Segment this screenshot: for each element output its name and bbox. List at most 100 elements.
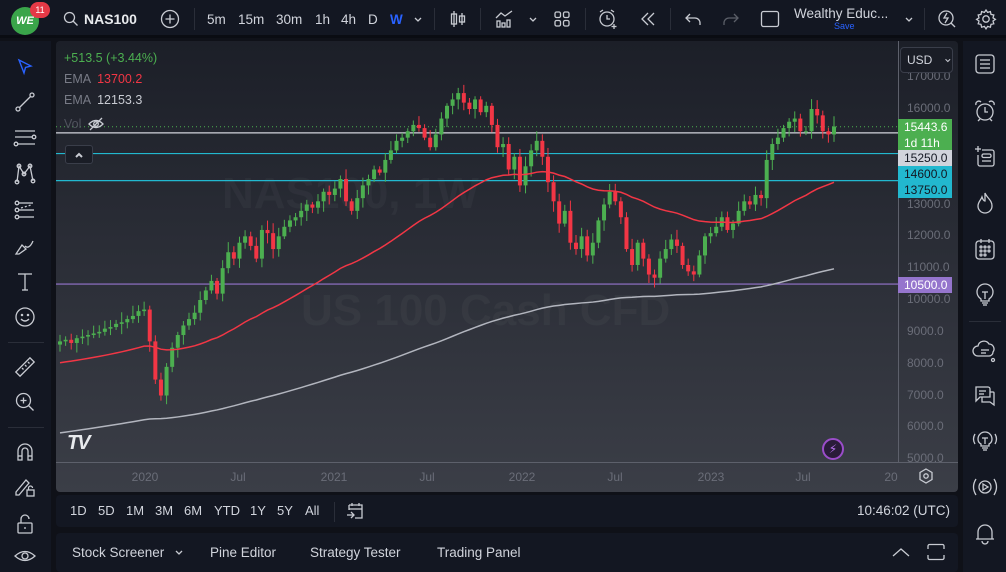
compare-symbol-button[interactable] — [160, 0, 180, 38]
symbol-search-button[interactable]: NAS100 — [63, 0, 137, 38]
lightning-indicator-button[interactable]: ⚡ — [822, 438, 844, 460]
range-5y[interactable]: 5Y — [277, 503, 293, 518]
create-alert-button[interactable] — [597, 0, 619, 38]
candle — [725, 217, 730, 230]
tab-stock-screener[interactable]: Stock Screener — [72, 545, 184, 560]
emoji-tool[interactable] — [12, 304, 38, 330]
magnet-tool[interactable] — [12, 439, 38, 465]
range-5d[interactable]: 5D — [98, 503, 115, 518]
timeframe-w[interactable]: W — [390, 11, 403, 27]
candlestick-chart[interactable] — [56, 41, 898, 462]
currency-select[interactable]: USD — [900, 47, 953, 73]
range-all[interactable]: All — [305, 503, 320, 518]
layout-templates-button[interactable] — [553, 0, 571, 38]
timeframe-1h[interactable]: 1h — [315, 11, 331, 27]
tab-trading-panel[interactable]: Trading Panel — [437, 545, 521, 560]
symbol-name: NAS100 — [84, 11, 137, 27]
collapse-legend-button[interactable] — [65, 145, 93, 164]
range-1y[interactable]: 1Y — [250, 503, 266, 518]
timeframe-5m[interactable]: 5m — [207, 11, 226, 27]
lock-drawings-tool[interactable] — [12, 474, 38, 500]
range-6m[interactable]: 6M — [184, 503, 203, 518]
messages-button[interactable] — [971, 382, 999, 410]
maximize-panel-button[interactable] — [926, 543, 946, 566]
data-window-button[interactable] — [971, 143, 999, 171]
save-label[interactable]: Save — [834, 20, 855, 31]
range-ytd[interactable]: YTD — [214, 503, 240, 518]
indicators-dropdown[interactable] — [528, 0, 538, 38]
zoom-in-tool[interactable] — [12, 389, 38, 415]
tab-strategy-tester[interactable]: Strategy Tester — [310, 545, 401, 560]
time-tick: Jul — [230, 470, 246, 484]
hotlists-button[interactable] — [971, 189, 999, 217]
candle — [506, 144, 511, 170]
live-streams-button[interactable] — [971, 473, 999, 501]
ema-legend-2[interactable]: EMA 12153.3 — [64, 93, 143, 107]
calendar-arrow-icon — [347, 503, 363, 519]
watchlist-button[interactable] — [971, 50, 999, 78]
candle — [585, 236, 590, 256]
tradingview-logo[interactable]: TV — [67, 432, 91, 454]
cursor-tool[interactable] — [12, 54, 38, 80]
chart-pane[interactable]: NAS100, 1W US 100 Cash CFD +513.5 (+3.44… — [56, 41, 958, 492]
time-axis[interactable]: 2020 Jul 2021 Jul 2022 Jul 2023 Jul 20 — [56, 462, 958, 492]
chats-button[interactable] — [971, 337, 999, 365]
brush-tool[interactable] — [12, 233, 38, 259]
undo-button[interactable] — [684, 0, 702, 38]
range-1m[interactable]: 1M — [126, 503, 145, 518]
price-tick: 9000.0 — [907, 323, 944, 338]
candle — [231, 252, 236, 259]
trend-line-tool[interactable] — [12, 89, 38, 115]
ema-line[interactable] — [59, 170, 835, 364]
layout-dropdown[interactable] — [904, 0, 914, 38]
axis-settings-button[interactable] — [918, 468, 934, 489]
quick-search-button[interactable] — [937, 0, 957, 38]
calendar-button[interactable] — [971, 235, 999, 263]
price-axis[interactable]: 17000.0 16000.0 13000.0 12000.0 11000.0 10000… — [898, 41, 958, 465]
candle — [590, 242, 595, 256]
layout-name-button[interactable]: Wealthy Educ... Save — [794, 0, 888, 38]
hide-drawings-tool[interactable] — [12, 543, 38, 569]
range-3m[interactable]: 3M — [155, 503, 174, 518]
redo-button[interactable] — [722, 0, 740, 38]
candle — [630, 249, 635, 265]
candle — [826, 131, 831, 135]
timeframe-4h[interactable]: 4h — [341, 11, 357, 27]
expand-panel-button[interactable] — [891, 544, 911, 565]
prediction-tool[interactable] — [12, 197, 38, 223]
lightbulb-icon — [976, 283, 994, 306]
volume-legend[interactable]: Vol — [64, 113, 157, 134]
replay-button[interactable] — [639, 0, 657, 38]
lock-all-tool[interactable] — [12, 511, 38, 537]
measure-tool[interactable] — [12, 354, 38, 380]
date-range-bar: 1D 5D 1M 3M 6M YTD 1Y 5Y All 10:46:02 (U… — [56, 495, 958, 527]
ideas-button[interactable] — [971, 281, 999, 309]
eye-hidden-icon[interactable] — [87, 117, 105, 131]
pencil-lock-icon — [15, 479, 35, 497]
timeframe-30m[interactable]: 30m — [276, 11, 303, 27]
notifications-button[interactable] — [971, 519, 999, 547]
candle — [512, 156, 517, 170]
timeframe-15m[interactable]: 15m — [238, 11, 265, 27]
streams-button[interactable] — [971, 427, 999, 455]
indicators-button[interactable] — [494, 0, 514, 38]
text-tool[interactable] — [12, 269, 38, 295]
alerts-button[interactable] — [971, 97, 999, 125]
layout-select-checkbox[interactable] — [760, 0, 780, 38]
timeframe-dropdown[interactable] — [413, 0, 423, 38]
ema-line[interactable] — [59, 268, 835, 434]
candle — [327, 191, 332, 195]
ema-legend-1[interactable]: EMA 13700.2 — [64, 72, 143, 86]
settings-button[interactable] — [975, 0, 997, 38]
candle — [97, 331, 102, 334]
timeframe-d[interactable]: D — [368, 11, 378, 27]
chart-type-button[interactable] — [449, 0, 467, 38]
tab-pine-editor[interactable]: Pine Editor — [210, 545, 277, 560]
fib-lines-icon — [13, 130, 37, 147]
horizontal-lines-tool[interactable] — [12, 125, 38, 151]
utc-clock[interactable]: 10:46:02 (UTC) — [856, 503, 950, 518]
range-1d[interactable]: 1D — [70, 503, 87, 518]
pattern-tool[interactable] — [12, 161, 38, 187]
candle — [596, 220, 601, 243]
go-to-date-button[interactable] — [345, 501, 365, 526]
